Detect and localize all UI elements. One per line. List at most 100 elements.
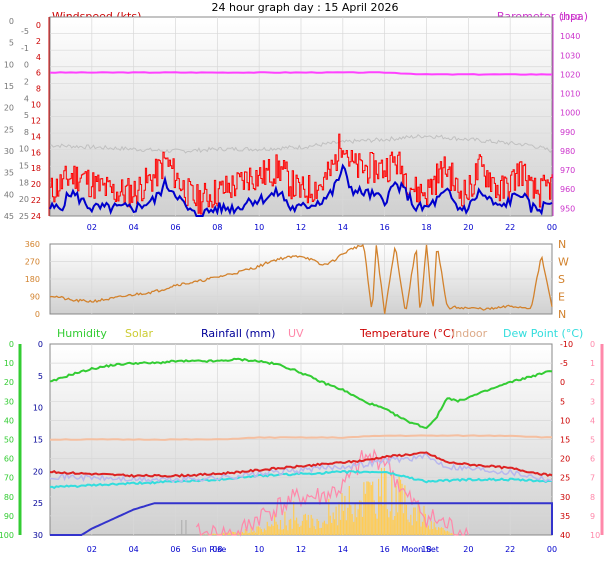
solar-bar	[414, 507, 416, 535]
solar-bar	[296, 517, 298, 535]
solar-bar	[325, 523, 327, 535]
solar-bar	[419, 506, 421, 535]
wind-alt-tick-label: -1	[21, 44, 29, 53]
wind-alt-tick-label: 2	[24, 77, 29, 86]
solar-bar	[351, 514, 353, 535]
wind-alt-tick-label: 18	[19, 178, 29, 187]
wind-mph-tick-label: 0	[9, 17, 14, 26]
wind-mph-tick-label: 25	[4, 125, 14, 134]
solar-bar	[285, 525, 287, 535]
solar-bar	[350, 505, 352, 535]
solar-bar	[243, 533, 245, 535]
solar-bar	[392, 519, 394, 535]
solar-bar	[298, 527, 301, 535]
solar-bar	[345, 520, 347, 535]
legend-uv: UV	[288, 327, 304, 340]
solar-bar	[337, 525, 339, 535]
solar-bar	[246, 529, 248, 535]
solar-bar	[344, 495, 346, 535]
solar-bar	[372, 481, 374, 535]
solar-bar	[423, 505, 425, 535]
winddir-compass-label: E	[558, 291, 565, 304]
winddir-tick-label: 180	[25, 275, 40, 284]
time-tick-label: 16	[380, 223, 390, 232]
winddir-compass-label: N	[558, 308, 566, 321]
solar-bar	[354, 502, 356, 535]
wind-tick-label: 24	[31, 212, 41, 221]
solar-bar	[228, 532, 230, 535]
uv-tick-label: 4	[590, 416, 595, 425]
solar-bar	[339, 519, 342, 535]
solar-bar	[402, 513, 405, 535]
solar-bar	[395, 485, 397, 535]
solar-bar	[319, 528, 321, 535]
solar-bar	[442, 528, 444, 535]
uv-tick-label: 0	[590, 340, 595, 349]
wind-mph-tick-label: 45	[4, 212, 14, 221]
time-tick-label: 22	[505, 223, 515, 232]
time-tick-label: 06	[170, 545, 180, 554]
solar-bar	[271, 524, 273, 535]
wind-alt-tick-label: 5	[24, 111, 29, 120]
uv-tick-label: 7	[590, 474, 595, 483]
humidity-tick-label: 50	[4, 436, 14, 445]
solar-bar	[363, 482, 365, 535]
time-tick-label: 18	[421, 223, 431, 232]
wind-alt-tick-label: 15	[19, 162, 29, 171]
solar-bar	[303, 514, 305, 535]
solar-bar	[379, 496, 381, 535]
solar-bar	[451, 532, 453, 535]
time-tick-label: 12	[296, 545, 306, 554]
barometer-tick-label: 970	[560, 166, 575, 175]
solar-bar	[433, 522, 435, 535]
solar-bar	[284, 511, 286, 535]
time-tick-label: 12	[296, 223, 306, 232]
barometer-tick-label: 1010	[560, 90, 580, 99]
winddir-compass-label: S	[558, 273, 565, 286]
solar-bar	[443, 530, 446, 535]
solar-bar	[293, 501, 295, 535]
legend-temperature: Temperature (°C)	[359, 327, 455, 340]
temperature-tick-label: 40	[560, 531, 570, 540]
solar-bar	[413, 507, 415, 535]
time-tick-label: 18	[421, 545, 431, 554]
solar-bar	[353, 521, 355, 535]
barometer-tick-label: 950	[560, 204, 575, 213]
rainfall-line	[50, 502, 553, 536]
solar-bar	[282, 529, 284, 535]
solar-bar	[383, 467, 385, 535]
solar-bar	[332, 512, 334, 535]
solar-bar	[253, 530, 255, 535]
solar-bar	[300, 525, 302, 535]
wind-tick-label: 12	[31, 116, 41, 125]
legend-dewpoint: Dew Point (°C)	[503, 327, 583, 340]
solar-bar	[408, 522, 410, 535]
temperature-tick-label: 0	[560, 378, 565, 387]
humidity-tick-label: 20	[4, 378, 14, 387]
wind-tick-label: 10	[31, 101, 41, 110]
solar-bar	[297, 523, 299, 535]
solar-bar	[421, 521, 424, 535]
wind-mph-tick-label: 35	[4, 169, 14, 178]
solar-bar	[256, 526, 258, 535]
humidity-tick-label: 90	[4, 512, 14, 521]
barometer-tick-label: 1040	[560, 32, 580, 41]
solar-bar	[397, 512, 399, 535]
solar-bar	[366, 481, 368, 535]
solar-bar	[348, 486, 350, 535]
solar-bar	[214, 533, 216, 535]
uv-tick-label: 10	[590, 531, 600, 540]
uv-tick-label: 3	[590, 397, 595, 406]
solar-bar	[405, 504, 407, 535]
solar-bar	[427, 525, 429, 535]
solar-bar	[430, 521, 432, 535]
winddir-compass-label: N	[558, 238, 566, 251]
wind-gust-line	[50, 133, 553, 215]
solar-bar	[440, 527, 443, 535]
wind-average-line	[49, 163, 553, 217]
barometer-tick-label: 1000	[560, 109, 580, 118]
solar-bar	[326, 524, 328, 535]
wind-alt-tick-label: 10	[19, 145, 29, 154]
solar-bar	[394, 516, 396, 535]
barometer-tick-label: 990	[560, 128, 575, 137]
